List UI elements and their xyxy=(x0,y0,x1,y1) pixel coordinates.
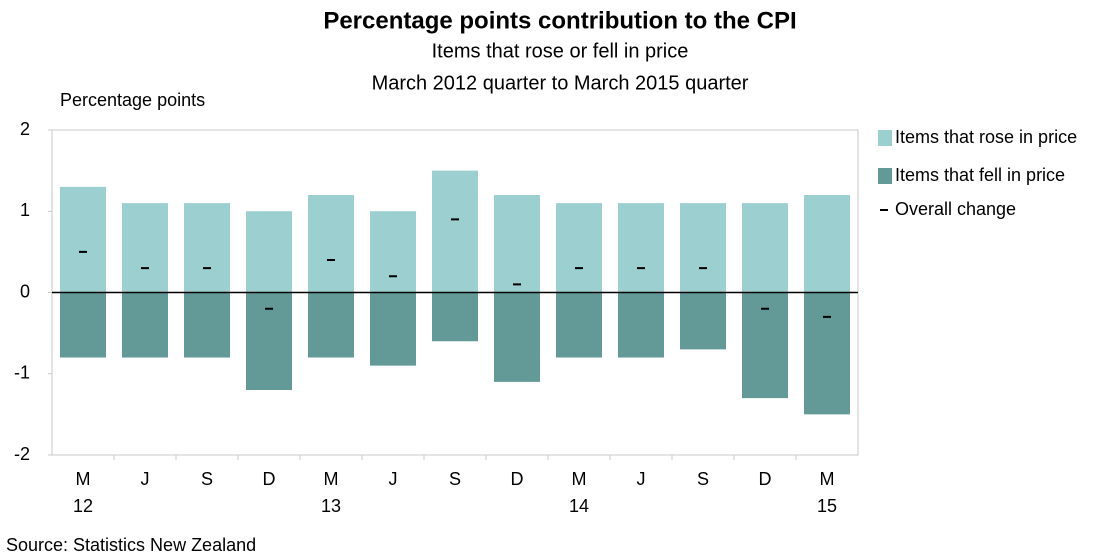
bar xyxy=(804,292,850,415)
x-tick-label: S xyxy=(449,469,461,489)
x-tick-label: D xyxy=(759,469,772,489)
bar xyxy=(556,203,602,293)
x-tick-label: M xyxy=(324,469,339,489)
bar xyxy=(618,203,664,293)
x-tick-label: S xyxy=(697,469,709,489)
bar xyxy=(246,292,292,390)
x-tick-label: J xyxy=(389,469,398,489)
y-axis-label: Percentage points xyxy=(60,90,205,110)
y-tick-label: -2 xyxy=(14,444,30,464)
bar xyxy=(122,203,168,293)
y-tick-label: 0 xyxy=(20,281,30,301)
chart-title: Percentage points contribution to the CP… xyxy=(323,7,796,34)
x-tick-label-year: 14 xyxy=(569,496,589,516)
legend-label: Items that rose in price xyxy=(895,127,1077,147)
bar xyxy=(308,195,354,293)
bar xyxy=(122,292,168,358)
x-tick-label: D xyxy=(263,469,276,489)
x-tick-label-year: 15 xyxy=(817,496,837,516)
bar xyxy=(494,292,540,382)
bar xyxy=(308,292,354,358)
y-tick-label: 2 xyxy=(20,119,30,139)
x-tick-label: M xyxy=(572,469,587,489)
bar xyxy=(804,195,850,293)
x-tick-label: J xyxy=(637,469,646,489)
x-tick-label: M xyxy=(76,469,91,489)
bar xyxy=(184,203,230,293)
bar xyxy=(742,292,788,399)
bar xyxy=(370,211,416,293)
legend-swatch xyxy=(878,130,892,146)
legend-swatch xyxy=(878,168,892,184)
y-tick-label: -1 xyxy=(14,363,30,383)
y-tick-label: 1 xyxy=(20,200,30,220)
bar xyxy=(494,195,540,293)
source: Source: Statistics New Zealand xyxy=(6,535,256,555)
bar xyxy=(432,292,478,342)
legend-label: Items that fell in price xyxy=(895,165,1065,185)
bar xyxy=(618,292,664,358)
bar xyxy=(246,211,292,293)
bar xyxy=(680,292,726,350)
bar xyxy=(60,186,106,293)
x-tick-label: S xyxy=(201,469,213,489)
x-tick-label: M xyxy=(820,469,835,489)
x-tick-label: D xyxy=(511,469,524,489)
x-tick-label-year: 12 xyxy=(73,496,93,516)
bar xyxy=(742,203,788,293)
x-tick-label: J xyxy=(141,469,150,489)
x-tick-label-year: 13 xyxy=(321,496,341,516)
bar xyxy=(370,292,416,366)
bar xyxy=(60,292,106,358)
chart-subtitle: March 2012 quarter to March 2015 quarter xyxy=(372,72,749,94)
chart-subtitle: Items that rose or fell in price xyxy=(432,40,689,62)
bar xyxy=(432,170,478,293)
bar xyxy=(680,203,726,293)
legend-label: Overall change xyxy=(895,199,1016,219)
bar xyxy=(556,292,602,358)
bar xyxy=(184,292,230,358)
